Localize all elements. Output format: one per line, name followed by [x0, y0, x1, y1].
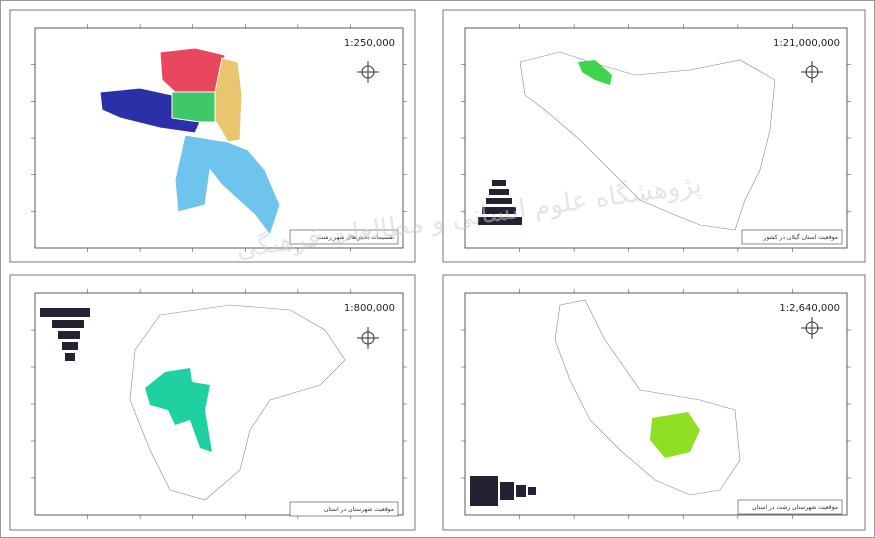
north-arrow	[40, 180, 536, 506]
caption-box	[289, 229, 399, 245]
caption: موقعیت استان گیلان در کشور	[762, 233, 838, 241]
province-outline	[129, 304, 346, 501]
panel-border	[442, 274, 866, 531]
district	[171, 91, 216, 123]
compass	[357, 327, 379, 349]
caption: موقعیت شهرستان در استان	[324, 506, 394, 513]
scale-text: 1:21,000,000	[773, 38, 840, 49]
caption-box	[289, 501, 399, 517]
highlight-region	[578, 60, 612, 85]
district	[99, 87, 201, 134]
compass	[801, 61, 823, 83]
districts	[99, 47, 281, 237]
graticule-ticks	[31, 24, 851, 519]
district	[174, 134, 281, 237]
caption-box	[741, 229, 843, 245]
province-map	[129, 304, 346, 501]
highlight-region	[145, 368, 212, 452]
panel-border	[9, 9, 416, 263]
panel-border	[9, 274, 416, 531]
compasses	[357, 61, 823, 349]
highlight-region	[650, 412, 700, 458]
caption: تقسیمات بخش‌های شهر رشت	[318, 234, 395, 241]
compass	[357, 61, 379, 83]
scale-text: 1:2,640,000	[779, 303, 840, 314]
country-map	[519, 51, 776, 231]
caption: موقعیت شهرستان رشت در استان	[752, 504, 838, 511]
caption-box	[737, 499, 843, 515]
province-map	[554, 299, 741, 496]
district	[159, 47, 226, 93]
scale-text: 1:800,000	[344, 303, 395, 314]
compass	[801, 317, 823, 339]
country-outline	[519, 51, 776, 231]
panel-border	[442, 9, 866, 263]
scale-text: 1:250,000	[344, 38, 395, 49]
province-outline	[554, 299, 741, 496]
